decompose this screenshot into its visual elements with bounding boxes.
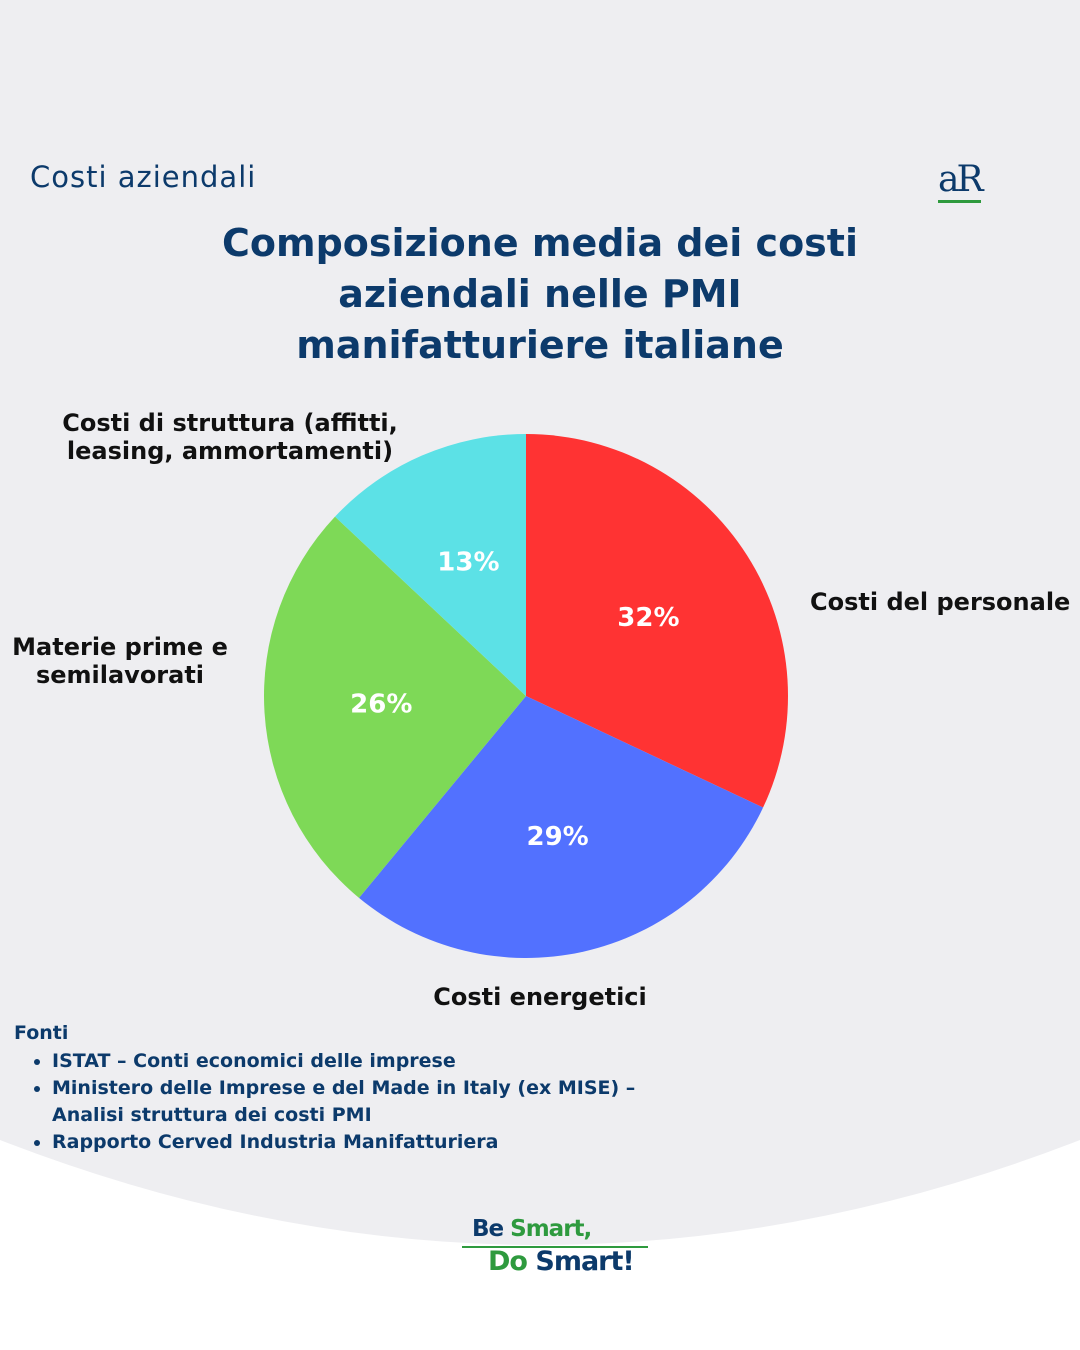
pie-slice (358, 696, 764, 958)
footer-word: Be (472, 1216, 504, 1242)
pie-slice (335, 434, 526, 696)
footer-word: Do (488, 1246, 528, 1277)
pie-slice (526, 434, 789, 808)
source-item: Ministero delle Imprese e del Made in It… (52, 1075, 712, 1129)
footer-rule (462, 1246, 648, 1248)
chart-title: Composizione media dei costi aziendali n… (222, 221, 858, 367)
logo: aR (938, 160, 984, 203)
category-label: Costi di struttura (affitti, leasing, am… (62, 409, 398, 465)
section-label: Costi aziendali (30, 160, 257, 194)
category-label: Costi del personale (810, 588, 1071, 616)
footer-line: Do Smart! (488, 1246, 635, 1277)
source-item: ISTAT – Conti economici delle imprese (52, 1048, 712, 1075)
footer-line: Be Smart, (472, 1216, 592, 1242)
source-item: Rapporto Cerved Industria Manifatturiera (52, 1129, 712, 1156)
footer-word: Smart, (510, 1216, 592, 1242)
category-label: Materie prime e semilavorati (12, 633, 228, 689)
slice-label: 13% (437, 547, 499, 577)
category-label: Costi energetici (433, 983, 647, 1011)
slice-label: 32% (617, 603, 679, 633)
slice-label: 26% (350, 690, 412, 720)
sources-list: ISTAT – Conti economici delle impreseMin… (14, 1048, 712, 1156)
pie-chart: 32% 29% 26% 13% (263, 434, 789, 958)
sources-title: Fonti (14, 1022, 69, 1044)
slice-label: 29% (527, 822, 589, 852)
pie-slice (263, 516, 526, 898)
footer-word: Smart! (535, 1246, 634, 1277)
